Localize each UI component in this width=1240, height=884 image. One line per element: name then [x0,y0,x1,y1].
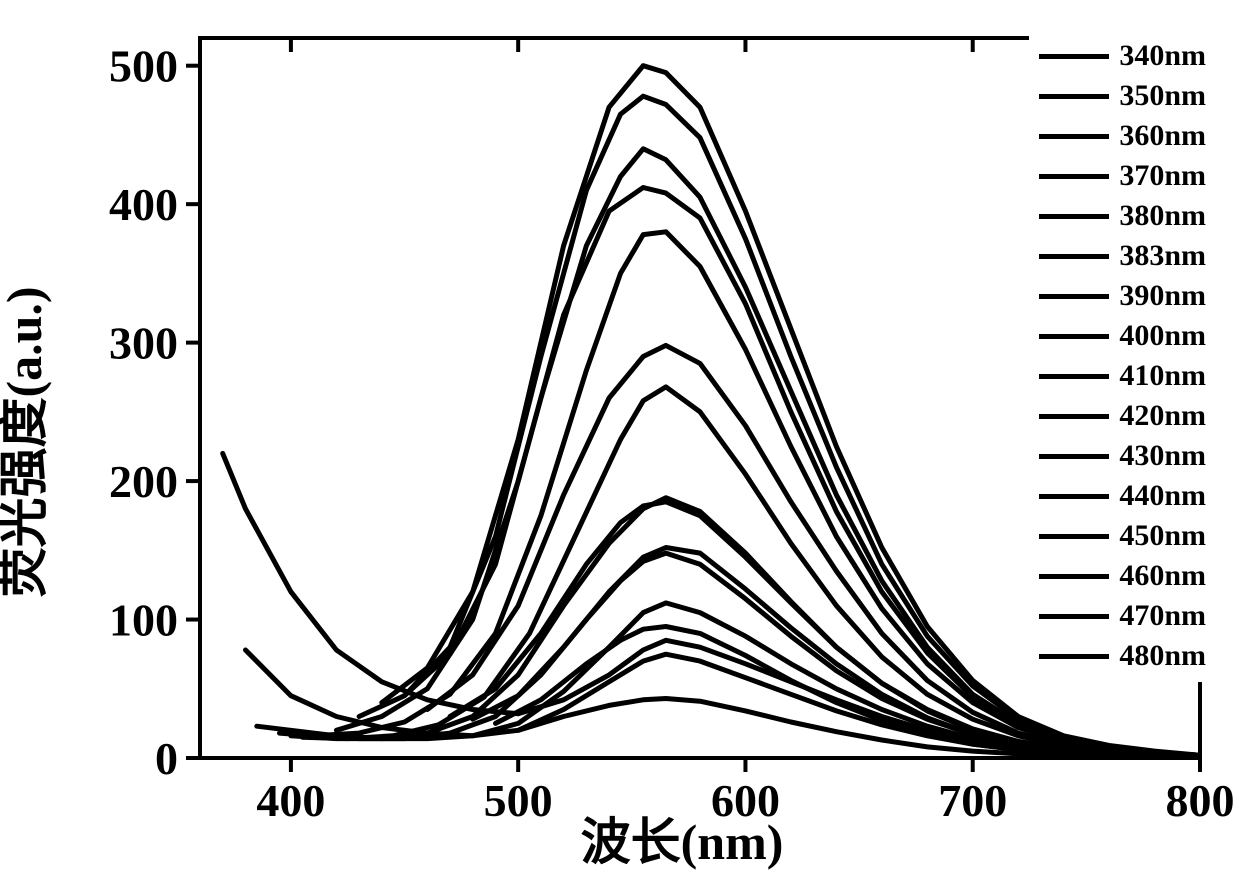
legend-row: 340nm [1039,36,1206,76]
legend-label: 340nm [1119,39,1206,73]
svg-text:500: 500 [109,41,178,92]
legend-row: 410nm [1039,356,1206,396]
legend-label: 430nm [1119,439,1206,473]
svg-text:800: 800 [1166,775,1235,826]
legend-swatch [1039,574,1109,579]
legend-label: 480nm [1119,639,1206,673]
legend-row: 480nm [1039,636,1206,676]
legend-row: 390nm [1039,276,1206,316]
legend-label: 370nm [1119,159,1206,193]
legend-row: 420nm [1039,396,1206,436]
legend-row: 430nm [1039,436,1206,476]
legend-label: 460nm [1119,559,1206,593]
legend-label: 350nm [1119,79,1206,113]
legend-row: 470nm [1039,596,1206,636]
legend-label: 390nm [1119,279,1206,313]
legend-swatch [1039,654,1109,659]
svg-text:700: 700 [938,775,1007,826]
legend-swatch [1039,414,1109,419]
legend-label: 410nm [1119,359,1206,393]
legend-row: 380nm [1039,196,1206,236]
legend-label: 420nm [1119,399,1206,433]
svg-text:0: 0 [155,733,178,784]
svg-text:200: 200 [109,456,178,507]
legend: 340nm 350nm 360nm 370nm 380nm 383nm 390nm 400nm… [1029,30,1216,682]
legend-label: 450nm [1119,519,1206,553]
legend-swatch [1039,614,1109,619]
legend-swatch [1039,494,1109,499]
legend-swatch [1039,174,1109,179]
legend-label: 383nm [1119,239,1206,273]
legend-row: 400nm [1039,316,1206,356]
legend-row: 383nm [1039,236,1206,276]
legend-label: 470nm [1119,599,1206,633]
legend-swatch [1039,54,1109,59]
legend-row: 360nm [1039,116,1206,156]
legend-row: 370nm [1039,156,1206,196]
legend-row: 450nm [1039,516,1206,556]
legend-swatch [1039,334,1109,339]
spectra-chart: 4005006007008000100200300400500 荧光强度(a.u… [0,0,1240,884]
legend-row: 440nm [1039,476,1206,516]
svg-text:500: 500 [484,775,553,826]
legend-label: 360nm [1119,119,1206,153]
legend-swatch [1039,254,1109,259]
legend-label: 440nm [1119,479,1206,513]
legend-swatch [1039,134,1109,139]
legend-swatch [1039,374,1109,379]
legend-swatch [1039,294,1109,299]
svg-text:400: 400 [256,775,325,826]
legend-label: 400nm [1119,319,1206,353]
legend-swatch [1039,454,1109,459]
legend-row: 350nm [1039,76,1206,116]
legend-row: 460nm [1039,556,1206,596]
y-axis-label: 荧光强度(a.u.) [0,286,56,597]
legend-swatch [1039,534,1109,539]
legend-label: 380nm [1119,199,1206,233]
legend-swatch [1039,214,1109,219]
svg-text:400: 400 [109,179,178,230]
x-axis-label: 波长(nm) [581,802,784,874]
svg-text:100: 100 [109,595,178,646]
legend-swatch [1039,94,1109,99]
svg-text:300: 300 [109,318,178,369]
